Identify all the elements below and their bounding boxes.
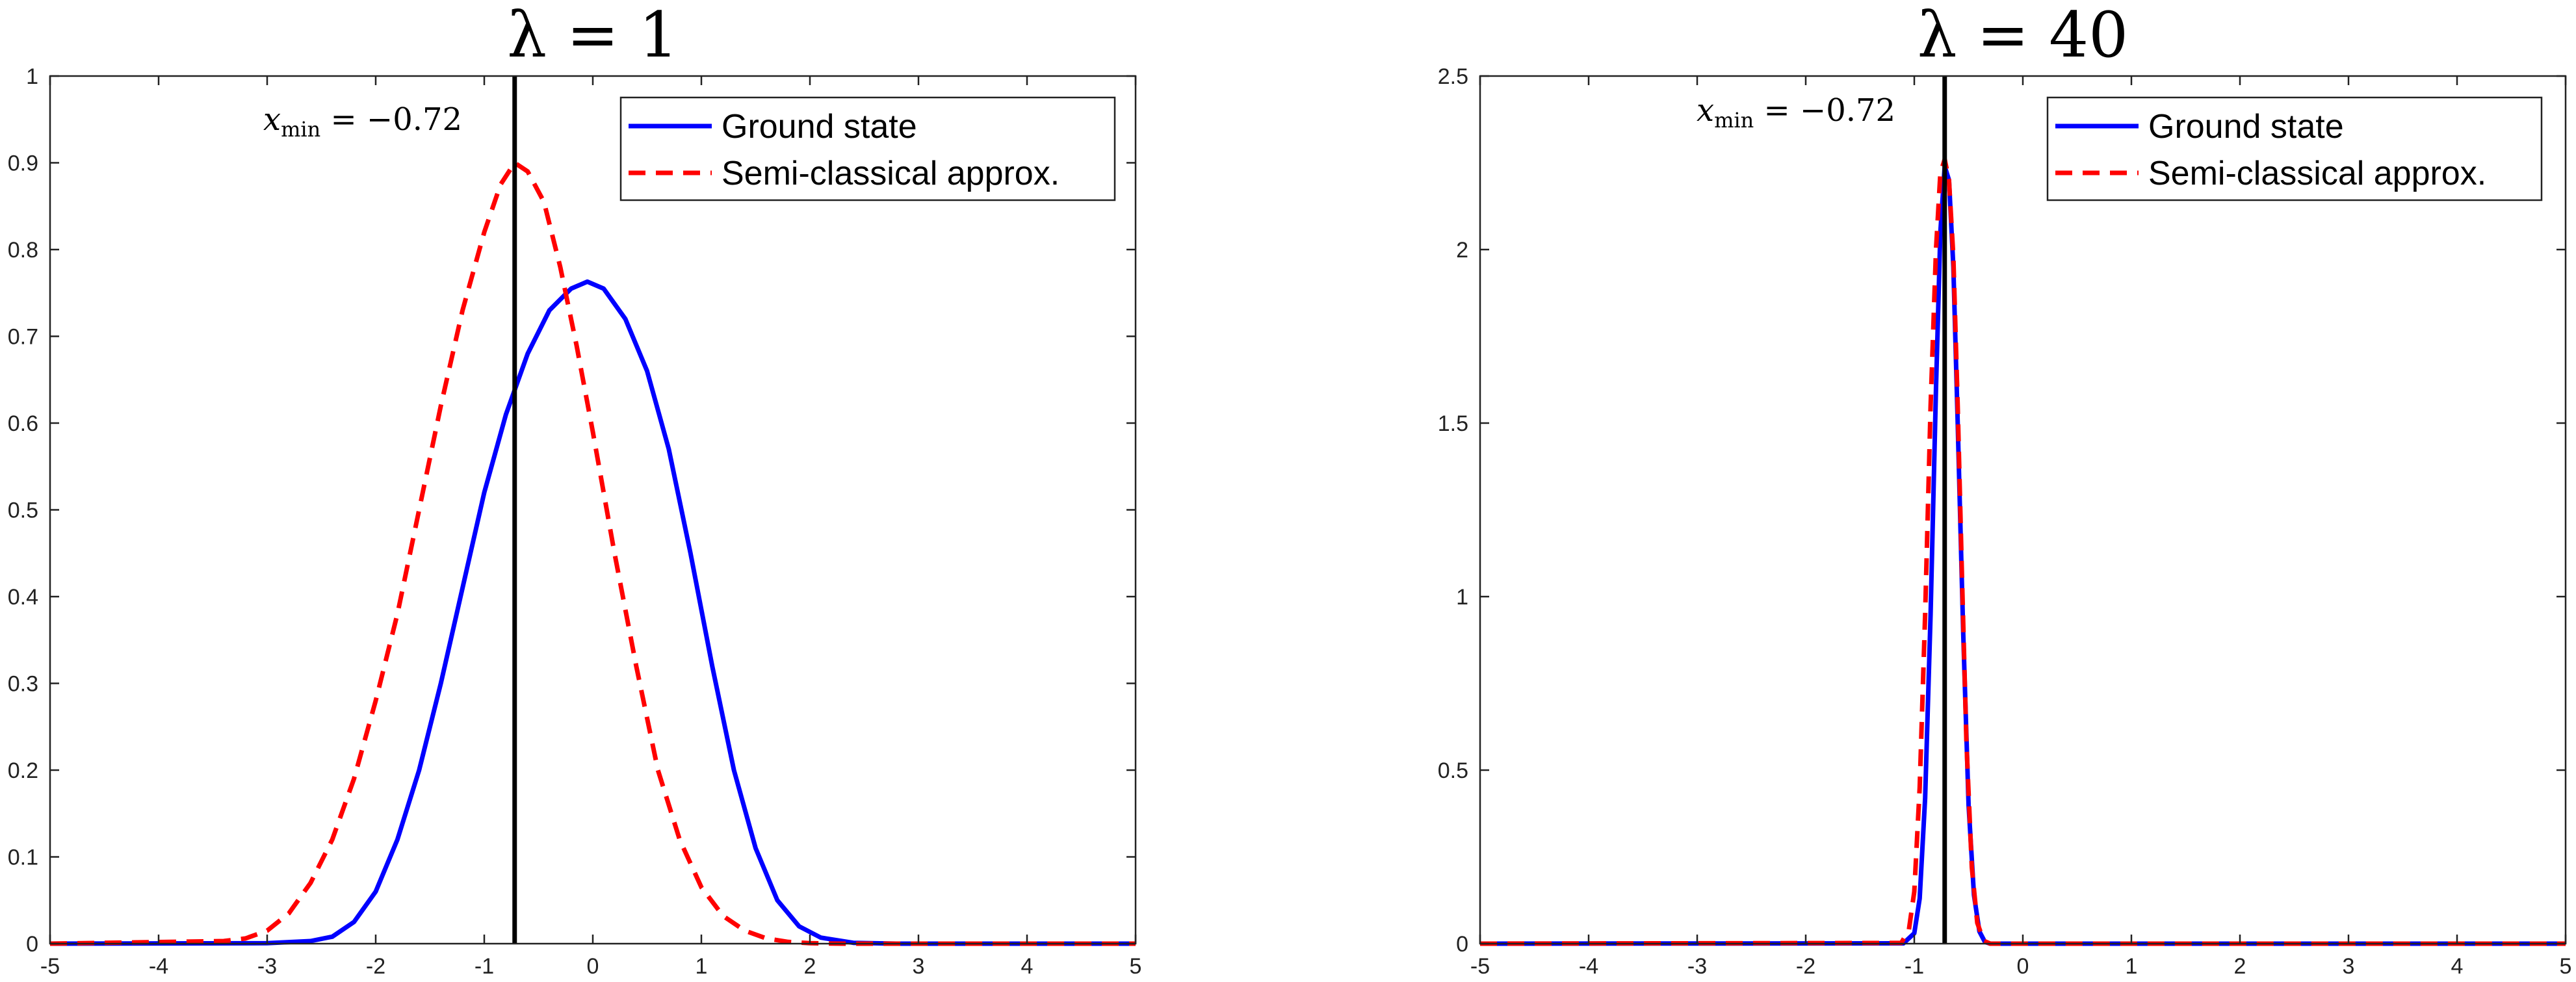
x-tick-label: -1 (1905, 954, 1924, 979)
y-tick-label: 2.5 (1438, 64, 1468, 89)
xmin-annotation-value: = −0.72 (320, 101, 462, 138)
plot-area (50, 76, 1136, 944)
legend-label: Semi-classical approx. (2148, 155, 2486, 192)
y-tick-label: 0 (1456, 932, 1468, 957)
x-tick-label: 1 (696, 954, 708, 979)
legend-box (619, 96, 1116, 201)
y-tick-label: 0.6 (8, 411, 38, 436)
y-tick-label: 2 (1456, 238, 1468, 263)
y-tick-label: 0.7 (8, 325, 38, 350)
y-tick-label: 0.5 (8, 498, 38, 523)
legend-box (2046, 96, 2543, 201)
x-tick-label: 2 (804, 954, 816, 979)
xmin-annotation-var: x (263, 101, 281, 138)
y-tick-label: 0.9 (8, 151, 38, 176)
y-tick-label: 0.3 (8, 672, 38, 697)
x-tick-label: -1 (475, 954, 494, 979)
chart-lambda-40: -5 -4 -3 -2 -1 0 1 2 3 4 5 0 0.5 1 1.5 2 2.5 λ = 40 xmin =… (1438, 0, 2572, 979)
series-line-ground-state (49, 279, 1136, 946)
x-tick-label: -2 (1796, 954, 1815, 979)
y-tick-label: 0.1 (8, 846, 38, 870)
x-tick-label: 3 (913, 954, 925, 979)
xmin-annotation-subscript: min (281, 117, 320, 142)
y-tick-label: 1 (26, 64, 38, 89)
y-tick-label: 0.2 (8, 758, 38, 783)
y-tick-label: 0.5 (1438, 758, 1468, 783)
y-tick-label: 0.8 (8, 238, 38, 263)
x-tick-label: -3 (257, 954, 277, 979)
chart-title: λ = 1 (507, 0, 678, 71)
x-tick-label: -4 (149, 954, 168, 979)
series-line-semi-classical (1479, 157, 2566, 946)
chart-lambda-1: -5 -4 -3 -2 -1 0 1 2 3 4 5 0 0.1 0.2 0.3 0.4 0.5 0.6 0.7 0.… (8, 0, 1142, 979)
legend-label: Ground state (722, 108, 917, 146)
x-tick-label: -2 (366, 954, 385, 979)
y-tick-label: 1 (1456, 585, 1468, 610)
y-tick-label: 1.5 (1438, 411, 1468, 436)
x-tick-label: 4 (2451, 954, 2464, 979)
xmin-annotation: xmin = −0.72 (1697, 92, 1895, 133)
xmin-annotation: xmin = −0.72 (263, 101, 462, 142)
chart-title: λ = 40 (1918, 0, 2128, 71)
x-tick-label: 5 (2560, 954, 2572, 979)
x-tick-label: -3 (1687, 954, 1707, 979)
x-tick-label: 0 (587, 954, 599, 979)
xmin-annotation-subscript: min (1714, 108, 1754, 133)
x-tick-label: -4 (1579, 954, 1598, 979)
plot-area (1480, 76, 2566, 944)
xmin-annotation-var: x (1697, 92, 1714, 129)
legend-label: Ground state (2148, 108, 2344, 146)
x-tick-label: 2 (2234, 954, 2246, 979)
legend-label: Semi-classical approx. (722, 155, 1060, 192)
x-tick-label: 4 (1021, 954, 1034, 979)
x-tick-label: -5 (40, 954, 60, 979)
xmin-annotation-value: = −0.72 (1754, 92, 1895, 129)
series-line-semi-classical (49, 161, 1136, 946)
y-tick-label: 0.4 (8, 585, 38, 610)
x-tick-label: 3 (2343, 954, 2355, 979)
x-tick-label: 1 (2126, 954, 2138, 979)
x-tick-label: 0 (2017, 954, 2029, 979)
x-tick-label: 5 (1130, 954, 1142, 979)
y-tick-label: 0 (26, 932, 38, 957)
x-tick-label: -5 (1470, 954, 1490, 979)
